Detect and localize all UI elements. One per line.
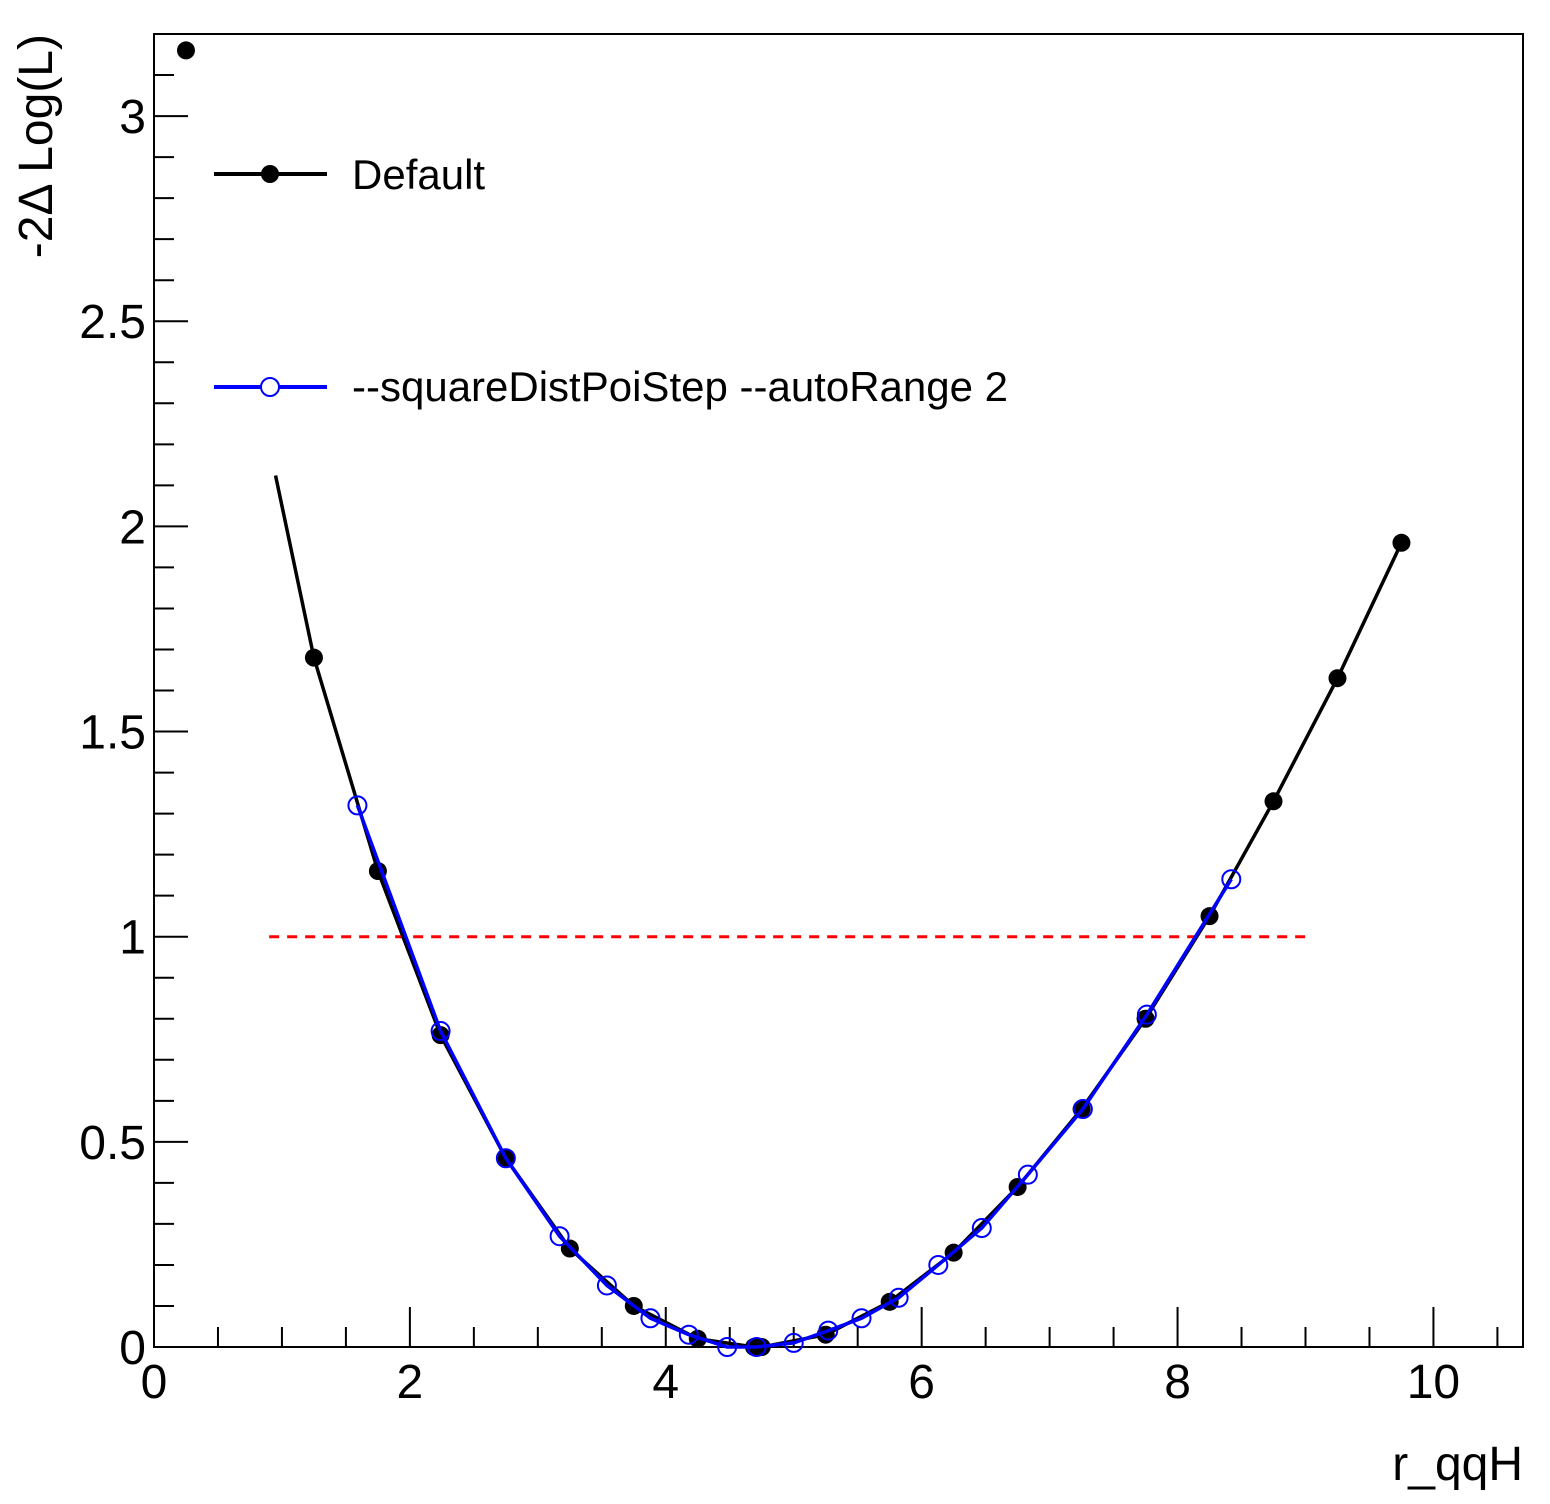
data-point — [851, 1308, 872, 1329]
data-point — [176, 41, 195, 60]
data-point — [783, 1332, 804, 1353]
data-point — [1221, 869, 1242, 890]
y-tick-label: 1 — [119, 912, 146, 965]
data-point — [430, 1021, 451, 1042]
y-tick-label: 3 — [119, 91, 146, 144]
data-point — [678, 1324, 699, 1345]
series-line — [355, 804, 1233, 1349]
series-line-segment — [273, 475, 316, 659]
legend-label-default: Default — [352, 151, 485, 198]
data-point — [640, 1308, 661, 1329]
data-point — [746, 1337, 767, 1357]
data-point — [1392, 533, 1411, 552]
data-point — [347, 795, 368, 816]
data-point — [971, 1218, 992, 1239]
plot-frame — [153, 33, 1524, 1348]
y-tick-label: 0.5 — [79, 1117, 146, 1170]
legend-marker-autorange — [260, 377, 280, 397]
data-point — [495, 1148, 516, 1169]
data-point — [1328, 669, 1347, 688]
y-tick-label: 2 — [119, 501, 146, 554]
series-line — [312, 542, 1404, 1349]
x-tick-label: 8 — [1164, 1356, 1191, 1409]
series-default — [176, 41, 1411, 1356]
x-tick-label: 2 — [397, 1356, 424, 1409]
x-tick-label: 6 — [908, 1356, 935, 1409]
data-point — [818, 1320, 839, 1341]
data-point — [1017, 1164, 1038, 1185]
data-point — [596, 1275, 617, 1296]
y-axis-label: -2Δ Log(L) — [10, 34, 63, 258]
data-point — [717, 1337, 738, 1357]
data-point — [1264, 792, 1283, 811]
x-tick-label: 0 — [141, 1356, 168, 1409]
series-autorange — [347, 795, 1242, 1357]
x-tick-label: 10 — [1407, 1356, 1460, 1409]
data-point — [928, 1254, 949, 1275]
legend: Default --squareDistPoiStep --autoRange … — [214, 151, 1008, 410]
data-point — [549, 1226, 570, 1247]
x-axis-label: r_qqH — [1392, 1438, 1523, 1491]
legend-label-autorange: --squareDistPoiStep --autoRange 2 — [352, 363, 1008, 410]
data-point — [1136, 1004, 1157, 1025]
y-tick-label: 2.5 — [79, 296, 146, 349]
data-point — [304, 648, 323, 667]
y-tick-label: 1.5 — [79, 707, 146, 760]
data-point — [1072, 1099, 1093, 1120]
x-tick-label: 4 — [652, 1356, 679, 1409]
y-tick-label: 0 — [119, 1322, 146, 1375]
legend-marker-default — [261, 165, 279, 183]
data-point — [888, 1287, 909, 1308]
